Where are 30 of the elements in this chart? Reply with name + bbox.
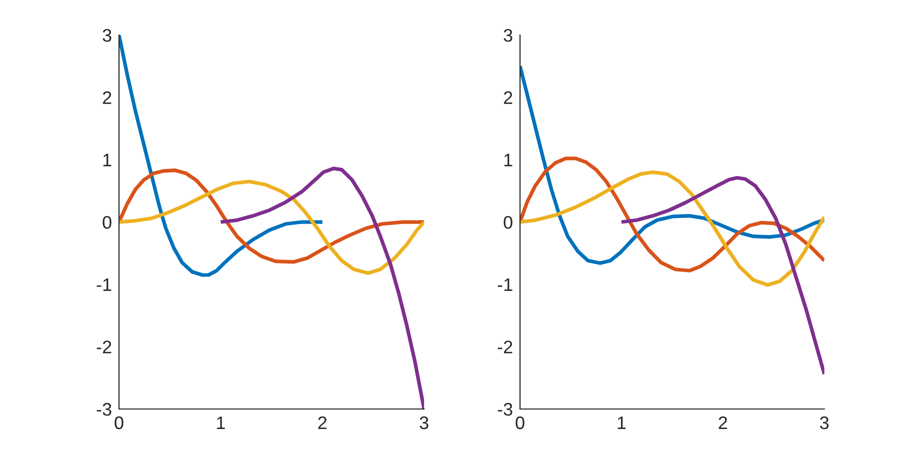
- x-tick-label: 2: [318, 416, 327, 430]
- y-tick-label: -2: [96, 340, 112, 354]
- x-tick-label: 0: [516, 416, 524, 430]
- y-tick-label: -1: [96, 278, 112, 291]
- y-tick-label: -1: [498, 278, 512, 291]
- y-tick-label: -3: [498, 402, 512, 416]
- y-tick-label: 2: [102, 91, 112, 104]
- y-tick-label: 0: [504, 216, 512, 229]
- y-tick-label: 1: [504, 154, 512, 166]
- line-series: [119, 180, 424, 275]
- x-tick-label: 1: [217, 416, 225, 430]
- line-series: [520, 64, 824, 265]
- line-series: [620, 176, 824, 376]
- y-tick-label: 3: [504, 28, 512, 42]
- y-tick-label: -3: [96, 402, 112, 416]
- line-series: [520, 156, 824, 272]
- x-tick-label: 2: [718, 416, 728, 430]
- x-tick-label: 3: [820, 416, 829, 430]
- y-tick-label: 0: [102, 216, 112, 229]
- x-tick-label: 0: [114, 416, 124, 430]
- x-tick-label: 1: [618, 416, 626, 430]
- y-tick-label: 2: [504, 91, 512, 104]
- y-tick-label: 1: [103, 154, 112, 166]
- line-series: [119, 168, 424, 264]
- line-series: [119, 35, 324, 277]
- y-tick-label: -2: [498, 340, 512, 354]
- line-series: [520, 170, 824, 287]
- line-series: [218, 166, 424, 409]
- y-tick-label: 3: [102, 28, 112, 42]
- x-tick-label: 3: [420, 416, 428, 430]
